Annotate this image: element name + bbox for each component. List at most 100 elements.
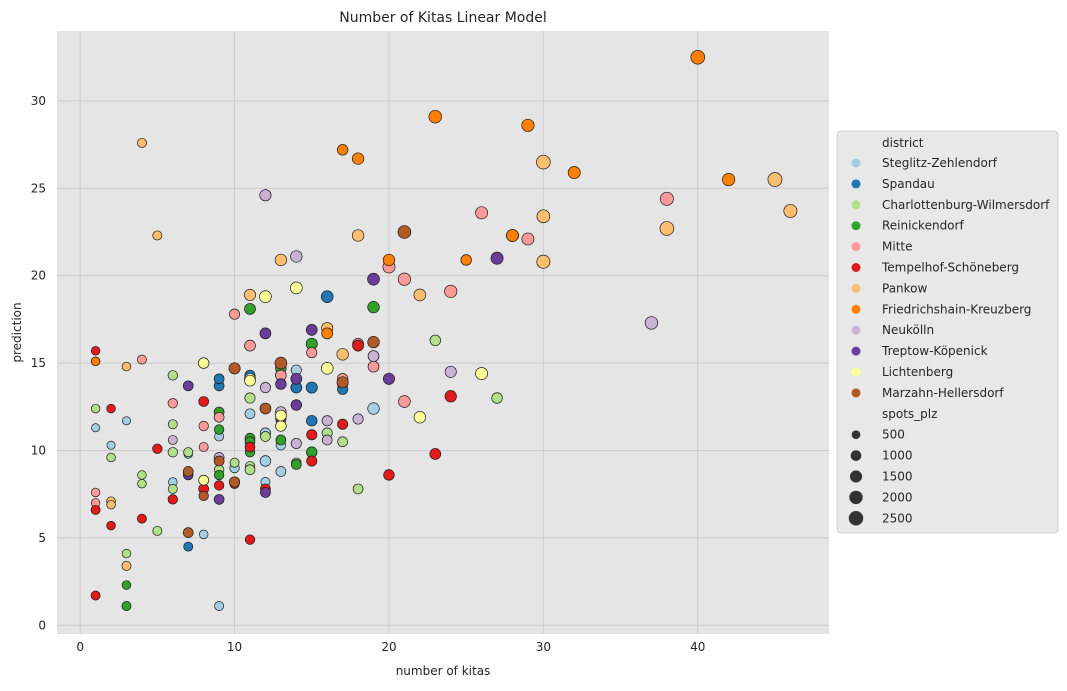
- data-point: [259, 327, 272, 340]
- data-point: [244, 392, 256, 404]
- data-point: [275, 378, 287, 390]
- legend-label: Tempelhof-Schöneberg: [881, 261, 1019, 275]
- legend-label: Friedrichshain-Kreuzberg: [882, 302, 1031, 316]
- data-point: [198, 442, 209, 452]
- data-point: [136, 513, 147, 524]
- legend-label: Steglitz-Zehlendorf: [882, 156, 998, 170]
- data-point: [321, 434, 333, 446]
- data-point: [167, 419, 178, 430]
- legend-marker: [851, 179, 861, 189]
- data-point: [260, 431, 271, 442]
- data-point: [198, 474, 209, 486]
- legend-marker: [851, 242, 861, 252]
- data-point: [536, 154, 551, 170]
- legend-marker: [851, 346, 861, 356]
- data-point: [336, 144, 349, 156]
- data-point: [306, 415, 318, 427]
- data-point: [290, 399, 302, 411]
- data-points: [90, 49, 798, 611]
- data-point: [413, 411, 426, 424]
- data-point: [229, 308, 241, 320]
- data-point: [244, 339, 256, 352]
- data-point: [290, 437, 302, 449]
- data-point: [275, 420, 287, 432]
- data-point: [213, 455, 225, 467]
- x-tick-label: 40: [690, 640, 705, 654]
- data-point: [306, 347, 318, 359]
- legend-label: Pankow: [882, 281, 928, 295]
- data-point: [567, 166, 581, 179]
- data-point: [213, 411, 225, 423]
- data-point: [244, 303, 256, 315]
- data-point: [352, 413, 364, 425]
- data-point: [444, 365, 457, 378]
- data-point: [336, 348, 349, 361]
- data-point: [351, 152, 365, 165]
- legend-size-label: 2000: [882, 490, 913, 504]
- data-point: [290, 250, 303, 263]
- data-point: [429, 334, 441, 347]
- data-point: [352, 339, 364, 352]
- x-tick-label: 10: [227, 640, 242, 654]
- data-point: [90, 403, 101, 414]
- data-point: [351, 229, 365, 242]
- data-point: [722, 173, 736, 187]
- data-point: [152, 230, 163, 241]
- y-tick-label: 15: [31, 356, 46, 370]
- data-point: [167, 398, 178, 409]
- data-point: [228, 362, 241, 375]
- data-point: [428, 109, 442, 124]
- data-point: [367, 272, 380, 286]
- data-point: [321, 327, 334, 340]
- data-point: [367, 350, 380, 362]
- data-point: [659, 191, 674, 206]
- legend-label: Spandau: [882, 177, 935, 191]
- data-point: [244, 534, 256, 545]
- legend-size-marker: [850, 450, 862, 461]
- data-point: [137, 478, 147, 489]
- data-point: [337, 436, 348, 448]
- data-point: [229, 476, 241, 488]
- legend: district spots_plz Steglitz-Zehlendorf Sp…: [836, 130, 1059, 534]
- data-point: [91, 423, 101, 433]
- data-point: [90, 590, 101, 601]
- data-point: [152, 443, 163, 454]
- data-point: [490, 251, 504, 265]
- data-point: [398, 395, 411, 408]
- legend-size-label: 2500: [882, 511, 913, 525]
- data-point: [460, 254, 472, 266]
- data-point: [290, 372, 303, 385]
- data-point: [367, 360, 380, 373]
- data-point: [413, 288, 427, 302]
- legend-label: Lichtenberg: [882, 365, 953, 379]
- legend-label: Marzahn-Hellersdorf: [882, 386, 1004, 400]
- legend-marker: [851, 325, 861, 335]
- data-point: [644, 316, 659, 330]
- data-point: [444, 390, 457, 403]
- data-point: [167, 447, 178, 458]
- data-point: [182, 527, 194, 538]
- legend-marker: [851, 200, 861, 210]
- data-point: [244, 408, 256, 420]
- y-tick-label: 0: [38, 618, 46, 632]
- data-point: [397, 225, 412, 239]
- legend-size-label: 1500: [882, 470, 913, 484]
- data-point: [274, 253, 288, 267]
- data-point: [106, 403, 116, 414]
- y-tick-label: 5: [38, 531, 46, 545]
- grid: [57, 31, 829, 634]
- data-point: [90, 346, 101, 356]
- data-point: [106, 452, 116, 463]
- data-point: [121, 580, 132, 590]
- data-point: [337, 418, 349, 430]
- data-point: [90, 504, 101, 515]
- data-point: [306, 455, 318, 467]
- chart-title: Number of Kitas Linear Model: [339, 10, 547, 26]
- data-point: [90, 487, 101, 498]
- data-point: [167, 370, 178, 381]
- data-point: [213, 424, 225, 435]
- data-point: [259, 290, 272, 303]
- data-point: [336, 376, 349, 389]
